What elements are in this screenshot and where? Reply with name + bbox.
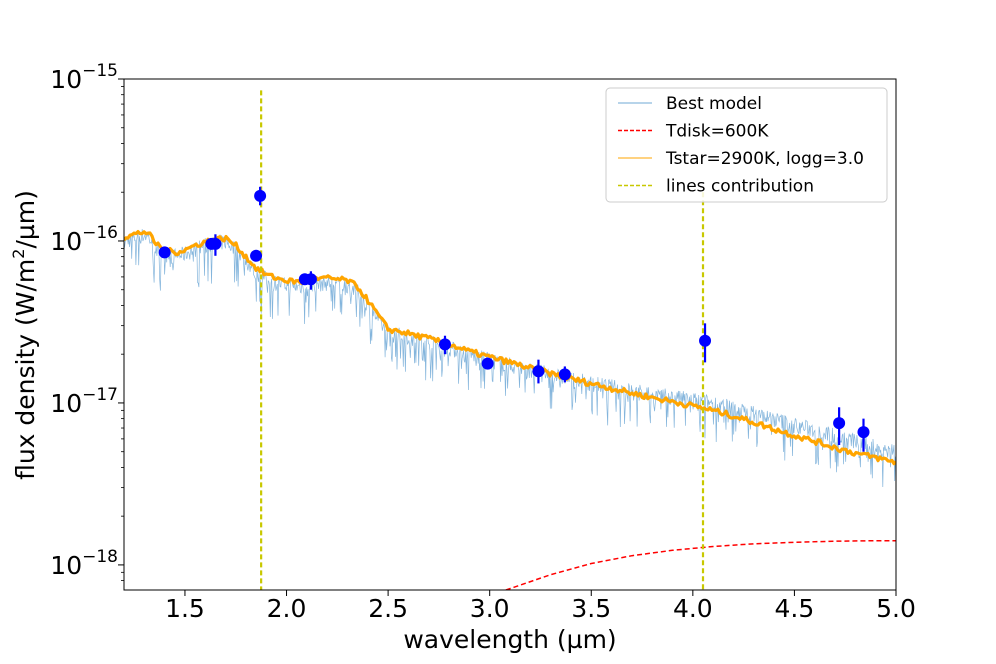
best-model-line bbox=[124, 229, 896, 488]
data-point bbox=[857, 426, 870, 439]
data-point bbox=[833, 417, 846, 430]
x-tick-label: 2.5 bbox=[368, 594, 408, 623]
y-axis-label: flux density (W/m2/µm) bbox=[9, 190, 40, 480]
tdisk-line bbox=[505, 539, 896, 590]
x-tick-label: 3.5 bbox=[571, 594, 611, 623]
data-point bbox=[209, 237, 222, 250]
data-point bbox=[438, 338, 451, 351]
data-point bbox=[254, 189, 267, 202]
data-point bbox=[699, 334, 712, 347]
legend-box bbox=[605, 87, 888, 203]
x-tick-label: 4.0 bbox=[673, 594, 713, 623]
data-points-layer bbox=[158, 186, 870, 452]
data-point bbox=[558, 368, 571, 381]
data-point bbox=[481, 357, 494, 370]
legend-label: Best model bbox=[666, 94, 762, 114]
x-axis-label: wavelength (µm) bbox=[403, 625, 616, 654]
y-tick-label: 10−17 bbox=[50, 385, 118, 418]
x-tick-label: 3.0 bbox=[470, 594, 510, 623]
data-point bbox=[158, 246, 171, 259]
x-tick-label: 2.0 bbox=[267, 594, 307, 623]
series-layer bbox=[124, 90, 896, 590]
legend-label: lines contribution bbox=[666, 177, 814, 197]
plot-frame bbox=[123, 78, 897, 591]
legend-label: Tstar=2900K, logg=3.0 bbox=[665, 149, 864, 169]
x-tick-label: 5.0 bbox=[876, 594, 916, 623]
y-tick-label: 10−18 bbox=[50, 547, 118, 580]
legend: Best model Tdisk=600K Tstar=2900K, logg=3.… bbox=[605, 87, 888, 203]
data-point bbox=[532, 365, 545, 378]
y-tick-label: 10−15 bbox=[50, 61, 118, 94]
data-point bbox=[250, 249, 263, 262]
data-point bbox=[304, 273, 317, 286]
axis-ticks: 1.5 2.0 2.5 3.0 3.5 4.0 4.5 5.0 10−18 10−17 10−16 1… bbox=[50, 61, 916, 623]
y-tick-label: 10−16 bbox=[50, 223, 118, 256]
x-tick-label: 1.5 bbox=[165, 594, 205, 623]
x-tick-label: 4.5 bbox=[775, 594, 815, 623]
tstar-line bbox=[124, 230, 896, 466]
legend-label: Tdisk=600K bbox=[665, 122, 769, 142]
